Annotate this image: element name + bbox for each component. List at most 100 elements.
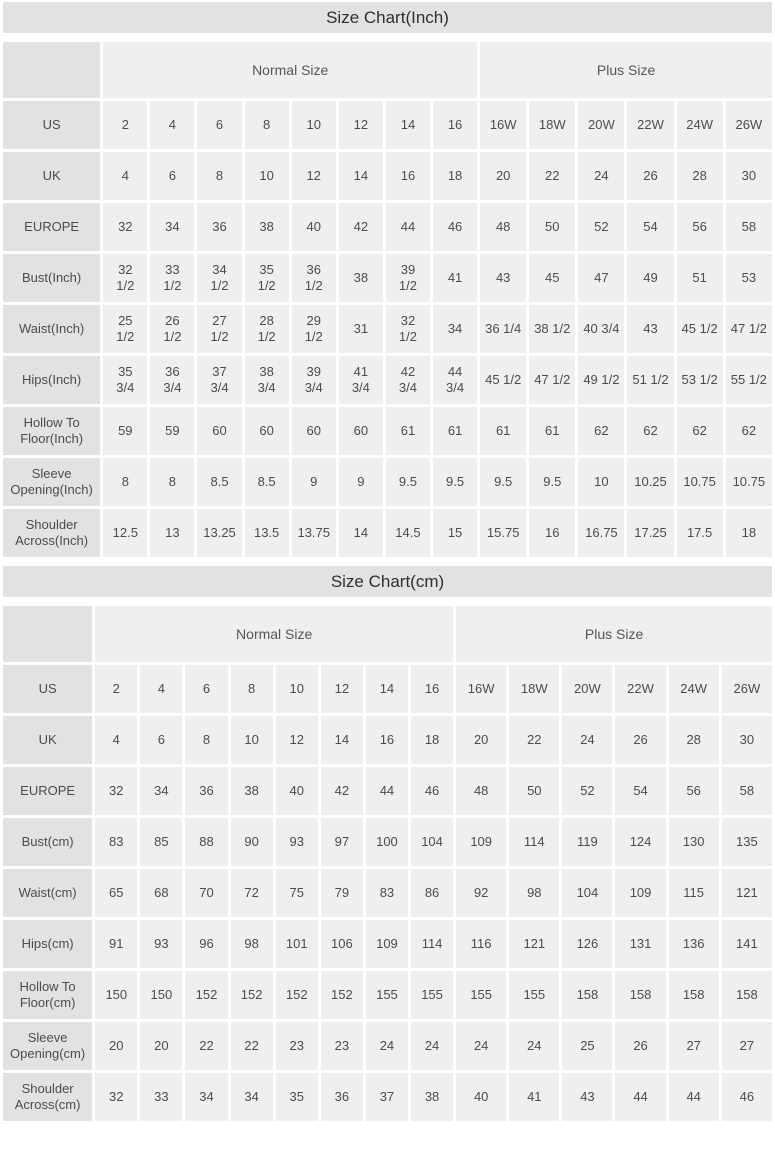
size-cell: 72 <box>230 869 273 917</box>
size-cell: 124 <box>615 818 666 866</box>
size-cell: 44 3/4 <box>433 356 478 404</box>
size-cell: 24 <box>456 1022 507 1070</box>
size-cell: 16W <box>480 101 527 149</box>
row-header: Sleeve Opening(cm) <box>3 1022 93 1070</box>
row-header: Waist(cm) <box>3 869 93 917</box>
size-cell: 43 <box>562 1073 613 1121</box>
size-cell: 20 <box>480 152 527 200</box>
row-header: US <box>3 665 93 713</box>
row-header: EUROPE <box>3 767 93 815</box>
size-cell: 4 <box>140 665 183 713</box>
size-cell: 9 <box>338 458 383 506</box>
size-cell: 40 <box>291 203 336 251</box>
size-cell: 121 <box>721 869 772 917</box>
size-cell: 14 <box>320 716 363 764</box>
table-row: Hips(Inch) 35 3/4 36 3/4 37 3/4 38 3/4 39 3/4… <box>3 356 772 404</box>
size-cell: 86 <box>411 869 454 917</box>
size-cell: 49 <box>627 254 674 302</box>
size-cell: 24 <box>562 716 613 764</box>
size-cell: 155 <box>509 971 560 1019</box>
size-cell: 47 <box>578 254 625 302</box>
size-cell: 27 <box>668 1022 719 1070</box>
size-cell: 26 <box>615 1022 666 1070</box>
size-cell: 38 3/4 <box>244 356 289 404</box>
size-cell: 44 <box>385 203 431 251</box>
size-cell: 96 <box>185 920 228 968</box>
size-cell: 49 1/2 <box>578 356 625 404</box>
size-cell: 68 <box>140 869 183 917</box>
size-cell: 16.75 <box>578 509 625 557</box>
size-cell: 8 <box>230 665 273 713</box>
size-cell: 36 3/4 <box>150 356 195 404</box>
size-cell: 46 <box>433 203 478 251</box>
size-cell: 54 <box>615 767 666 815</box>
size-cell: 9.5 <box>433 458 478 506</box>
row-header: Sleeve Opening(Inch) <box>3 458 101 506</box>
size-cell: 59 <box>150 407 195 455</box>
size-cell: 24 <box>411 1022 454 1070</box>
size-cell: 22W <box>627 101 674 149</box>
row-header: Waist(Inch) <box>3 305 101 353</box>
table-row: US 2 4 6 8 10 12 14 16 16W 18W 20W 22W 24W 26W <box>3 101 772 149</box>
size-cell: 155 <box>456 971 507 1019</box>
size-cell: 104 <box>562 869 613 917</box>
size-cell: 37 <box>365 1073 408 1121</box>
size-cell: 130 <box>668 818 719 866</box>
size-cell: 16 <box>365 716 408 764</box>
size-cell: 22W <box>615 665 666 713</box>
size-cell: 18 <box>433 152 478 200</box>
size-cell: 10 <box>578 458 625 506</box>
size-cell: 33 <box>140 1073 183 1121</box>
size-cell: 40 3/4 <box>578 305 625 353</box>
size-cell: 20 <box>140 1022 183 1070</box>
size-cell: 65 <box>95 869 138 917</box>
size-cell: 6 <box>197 101 242 149</box>
table-row: Bust(cm) 83 85 88 90 93 97 100 104 109 114 119 124 13… <box>3 818 772 866</box>
size-cell: 79 <box>320 869 363 917</box>
size-cell: 101 <box>275 920 318 968</box>
size-cell: 116 <box>456 920 507 968</box>
size-cell: 15 <box>433 509 478 557</box>
size-cell: 48 <box>456 767 507 815</box>
size-cell: 8.5 <box>244 458 289 506</box>
size-cell: 136 <box>668 920 719 968</box>
size-cell: 13.75 <box>291 509 336 557</box>
size-cell: 115 <box>668 869 719 917</box>
size-cell: 34 <box>185 1073 228 1121</box>
size-cell: 58 <box>725 203 772 251</box>
size-cell: 75 <box>275 869 318 917</box>
size-cell: 121 <box>509 920 560 968</box>
size-cell: 9.5 <box>529 458 576 506</box>
size-cell: 83 <box>365 869 408 917</box>
size-cell: 32 <box>95 767 138 815</box>
size-cell: 30 <box>725 152 772 200</box>
size-cell: 62 <box>578 407 625 455</box>
size-cell: 28 1/2 <box>244 305 289 353</box>
size-cell: 41 3/4 <box>338 356 383 404</box>
size-cell: 135 <box>721 818 772 866</box>
size-cell: 44 <box>668 1073 719 1121</box>
size-cell: 150 <box>95 971 138 1019</box>
size-cell: 98 <box>230 920 273 968</box>
size-cell: 16 <box>433 101 478 149</box>
size-cell: 155 <box>365 971 408 1019</box>
size-cell: 141 <box>721 920 772 968</box>
size-cell: 6 <box>185 665 228 713</box>
table-row: Shoulder Across(Inch) 12.5 13 13.25 13.5 13.7… <box>3 509 772 557</box>
table-row: Hollow To Floor(cm) 150 150 152 152 152 152 155… <box>3 971 772 1019</box>
size-cell: 53 <box>725 254 772 302</box>
size-cell: 152 <box>230 971 273 1019</box>
size-cell: 60 <box>338 407 383 455</box>
size-cell: 39 1/2 <box>385 254 431 302</box>
size-cell: 42 <box>338 203 383 251</box>
size-cell: 26W <box>721 665 772 713</box>
size-cell: 26 1/2 <box>150 305 195 353</box>
size-cell: 43 <box>480 254 527 302</box>
size-cell: 53 1/2 <box>676 356 723 404</box>
size-cell: 60 <box>291 407 336 455</box>
table-row: Waist(cm) 65 68 70 72 75 79 83 86 92 98 104 109 115 12… <box>3 869 772 917</box>
size-cell: 14 <box>338 152 383 200</box>
size-cell: 55 1/2 <box>725 356 772 404</box>
table-row: Sleeve Opening(cm) 20 20 22 22 23 23 24 24 24 24 25… <box>3 1022 772 1070</box>
size-cell: 25 1/2 <box>103 305 148 353</box>
